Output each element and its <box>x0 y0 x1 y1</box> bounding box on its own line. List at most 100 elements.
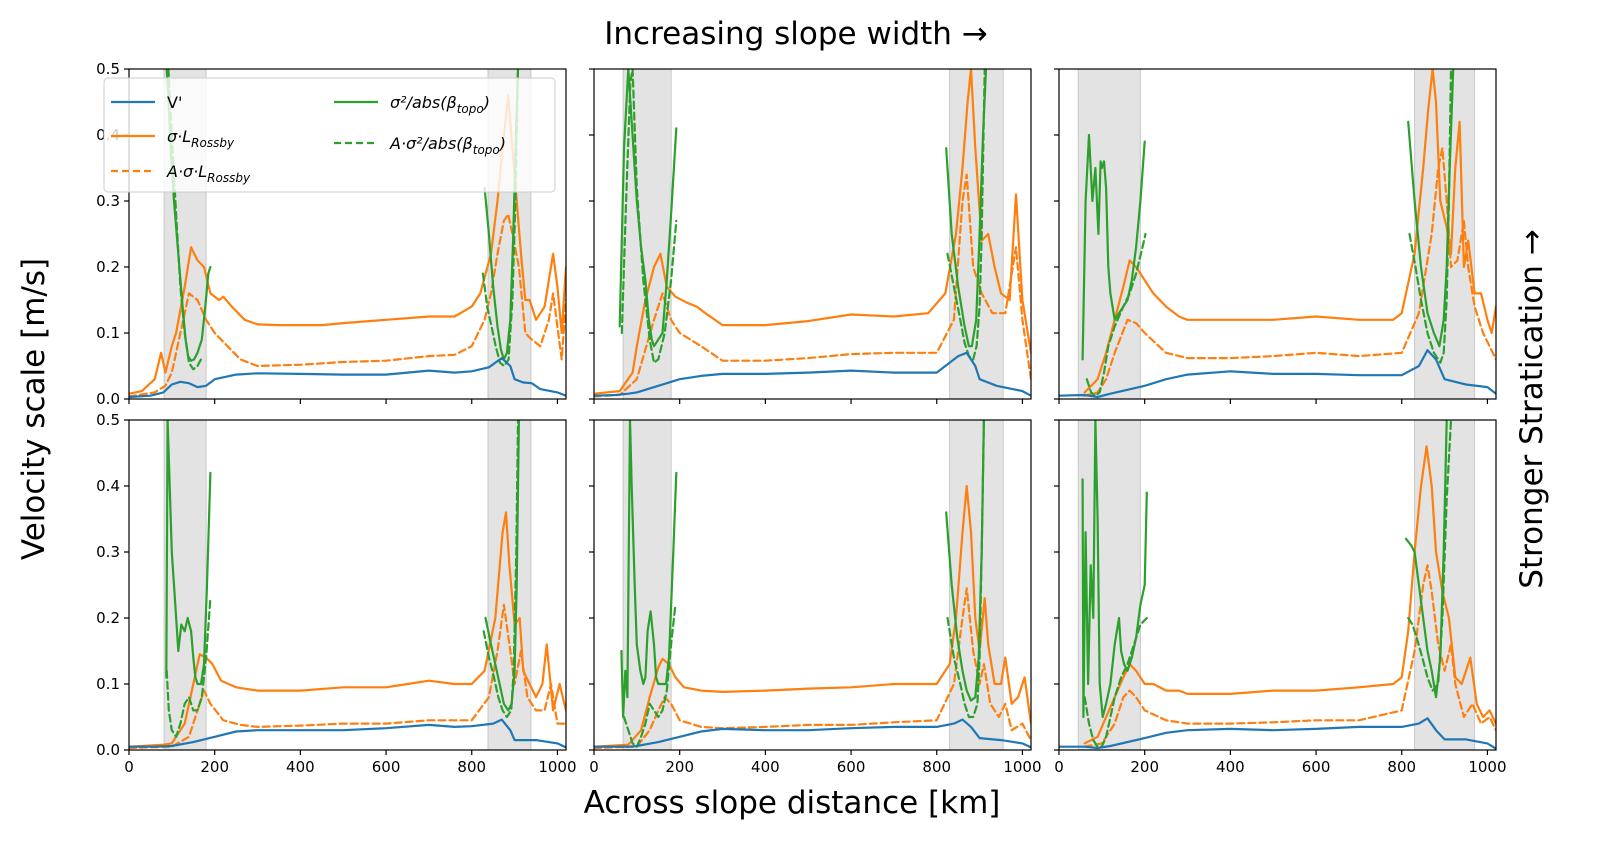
shaded-region <box>1077 68 1141 400</box>
top-title: Increasing slope width → <box>604 16 988 52</box>
series-group <box>594 69 1031 398</box>
series-line <box>620 69 678 364</box>
shaded-region <box>163 419 207 751</box>
series-line <box>482 420 520 719</box>
y-tick-label: 0.3 <box>96 543 120 561</box>
legend-label: V' <box>167 93 182 112</box>
x-tick-label: 600 <box>372 758 401 776</box>
y-tick-label: 0.2 <box>96 258 120 276</box>
series-group <box>1059 420 1496 750</box>
y-tick-label: 0.0 <box>96 390 120 408</box>
y-tick-label: 0.5 <box>96 411 120 429</box>
shaded-region <box>1077 419 1141 751</box>
series-line <box>594 351 1031 397</box>
series-line <box>1083 564 1496 748</box>
subplot-r2-c1: 0.0 0.1 0.2 0.3 0.4 0.5 0 200 400 600 800 1000 <box>96 411 576 776</box>
series-line <box>1408 69 1453 364</box>
x-tick-label: 0 <box>589 758 599 776</box>
subplot-grid: 0.00.10.20.30.40.50.00.10.20.30.40.50200… <box>96 60 1506 776</box>
series-line <box>129 357 566 399</box>
series-group <box>594 420 1031 750</box>
series-line <box>1085 232 1147 397</box>
series-line <box>1083 445 1496 745</box>
axes-frame <box>1058 68 1497 400</box>
x-tick-label: 600 <box>1302 758 1331 776</box>
x-axis-label: Across slope distance [km] <box>584 785 1001 821</box>
legend-item: σ²/abs(βtopo) <box>334 93 490 116</box>
y-tick-label: 0.2 <box>96 609 120 627</box>
legend-label: A·σ·LRossby <box>166 162 251 185</box>
x-tick-label: 400 <box>751 758 780 776</box>
axes-frame <box>128 68 567 400</box>
series-line <box>620 420 678 719</box>
subplot-r1-c3 <box>1054 68 1497 404</box>
axes-frame <box>128 419 567 751</box>
series-line <box>129 718 566 749</box>
x-tick-label: 400 <box>286 758 315 776</box>
series-line <box>129 213 566 398</box>
x-tick-label: 200 <box>200 758 229 776</box>
y-axis-label: Velocity scale [m/s] <box>16 258 52 560</box>
y-tick-label: 0.4 <box>96 477 120 495</box>
series-line <box>594 484 1031 748</box>
subplot-r2-c3: 0 200 400 600 800 1000 <box>1054 419 1507 776</box>
subplot-r1-c2 <box>589 68 1032 404</box>
series-line <box>1083 616 1148 748</box>
legend-item: V' <box>111 93 182 112</box>
series-line <box>1059 717 1496 750</box>
y-tick-label: 0.0 <box>96 741 120 759</box>
series-line <box>945 69 988 348</box>
x-tick-label: 800 <box>457 758 486 776</box>
series-line <box>594 173 1031 398</box>
x-tick-label: 1000 <box>538 758 576 776</box>
x-tick-label: 200 <box>1130 758 1159 776</box>
series-line <box>165 597 212 738</box>
series-line <box>622 603 677 748</box>
series-line <box>1059 349 1496 399</box>
series-line <box>129 511 566 748</box>
y-tick-label: 0.1 <box>96 675 120 693</box>
axes-frame <box>593 68 1032 400</box>
x-tick-label: 200 <box>665 758 694 776</box>
series-group <box>1059 69 1496 399</box>
shaded-region <box>622 68 672 400</box>
y-tick-label: 0.3 <box>96 192 120 210</box>
x-tick-label: 1000 <box>1003 758 1041 776</box>
x-tick-label: 1000 <box>1468 758 1506 776</box>
y-tick-label: 0.1 <box>96 324 120 342</box>
x-tick-label: 600 <box>837 758 866 776</box>
right-title: Stronger Stratication → <box>1514 229 1550 588</box>
series-line <box>129 94 566 395</box>
subplot-r2-c2: 0 200 400 600 800 1000 <box>589 419 1042 776</box>
series-line <box>594 718 1031 749</box>
legend-label: σ·LRossby <box>167 127 235 150</box>
shaded-region <box>487 419 532 751</box>
series-line <box>946 69 986 361</box>
legend-label: A·σ²/abs(βtopo) <box>389 134 506 157</box>
series-line <box>946 420 986 719</box>
series-line <box>945 420 986 702</box>
series-line <box>165 420 212 686</box>
series-line <box>594 69 1031 395</box>
series-line <box>481 69 520 368</box>
legend: V' σ·LRossby A·σ·LRossby σ²/abs(βtopo) A·σ²/… <box>103 77 556 193</box>
legend-item: σ·LRossby <box>111 127 235 150</box>
series-line <box>129 603 566 750</box>
series-line <box>1083 147 1496 397</box>
y-tick-label: 0.5 <box>96 60 120 78</box>
legend-label: σ²/abs(βtopo) <box>390 93 490 116</box>
x-tick-label: 800 <box>922 758 951 776</box>
axes-frame <box>593 419 1032 751</box>
x-tick-label: 0 <box>124 758 134 776</box>
legend-box <box>103 77 556 193</box>
x-tick-label: 400 <box>1216 758 1245 776</box>
legend-item: A·σ²/abs(βtopo) <box>334 134 506 157</box>
legend-item: A·σ·LRossby <box>111 162 251 185</box>
x-tick-label: 800 <box>1387 758 1416 776</box>
series-group <box>129 420 566 750</box>
series-line <box>1081 133 1146 361</box>
series-line <box>1407 420 1453 692</box>
axes-frame <box>1058 419 1497 751</box>
x-tick-label: 0 <box>1054 758 1064 776</box>
